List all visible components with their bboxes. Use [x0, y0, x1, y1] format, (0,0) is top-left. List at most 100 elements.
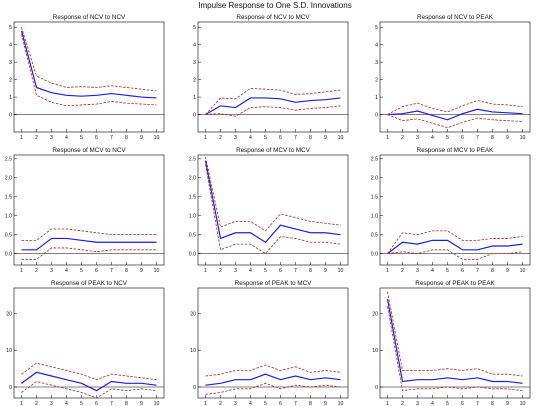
y-tick-label: 3 — [375, 60, 378, 66]
lower-band-line — [205, 382, 341, 395]
upper-band-line — [21, 27, 157, 92]
x-tick-label: 9 — [324, 268, 327, 274]
x-tick-label: 4 — [65, 401, 68, 406]
y-tick-label: 1.0 — [189, 213, 196, 219]
y-tick-label: 20 — [6, 311, 12, 317]
lower-band-line — [387, 249, 523, 260]
panel-frame — [379, 154, 531, 266]
y-tick-label: 5 — [193, 25, 196, 31]
lower-band-line — [387, 114, 523, 129]
upper-band-line — [205, 364, 341, 377]
irf-panel: Response of PEAK to NCV 0 10 20 1 2 3 4 5 6 7 8 9 10 — [6, 280, 165, 406]
x-tick-label: 7 — [476, 268, 479, 274]
response-line — [387, 108, 523, 121]
response-line — [205, 97, 341, 116]
x-tick-label: 2 — [219, 401, 222, 406]
lower-band-line — [205, 164, 341, 255]
x-tick-label: 2 — [35, 135, 38, 141]
x-tick-label: 1 — [204, 401, 207, 406]
y-tick-label: 4 — [375, 42, 378, 48]
x-tick-label: 8 — [309, 401, 312, 406]
y-tick-label: 0.5 — [371, 232, 378, 238]
panel-title: Response of PEAK to NCV — [51, 280, 128, 287]
y-tick-label: 1.5 — [189, 195, 196, 201]
upper-band-line — [205, 156, 341, 232]
x-tick-label: 3 — [234, 268, 237, 274]
x-tick-label: 2 — [401, 135, 404, 141]
x-tick-label: 5 — [446, 401, 449, 406]
x-tick-label: 10 — [338, 268, 344, 274]
panel-title: Response of MCV to NCV — [52, 147, 126, 154]
y-tick-label: 1 — [9, 95, 12, 101]
y-tick-label: 10 — [190, 348, 196, 354]
panel-frame — [13, 287, 165, 399]
y-tick-label: 2.5 — [189, 157, 196, 163]
x-tick-label: 8 — [125, 401, 128, 406]
panel-frame — [197, 154, 349, 266]
irf-panel: Response of NCV to NCV 0 1 2 3 4 5 1 2 3 4 5 6 7 8 9 10 — [9, 14, 165, 141]
x-tick-label: 4 — [431, 135, 434, 141]
y-tick-label: 5 — [375, 25, 378, 31]
x-tick-label: 6 — [95, 268, 98, 274]
y-tick-label: 20 — [372, 311, 378, 317]
response-line — [204, 160, 341, 244]
x-tick-label: 10 — [338, 401, 344, 406]
panel-title: Response of PEAK to MCV — [235, 280, 312, 287]
x-tick-label: 7 — [294, 135, 297, 141]
x-tick-label: 4 — [65, 135, 68, 141]
y-tick-label: 3 — [193, 60, 196, 66]
y-tick-label: 4 — [9, 42, 12, 48]
upper-band-line — [387, 100, 523, 115]
x-tick-label: 7 — [110, 268, 113, 274]
y-tick-label: 4 — [193, 42, 196, 48]
y-tick-label: 2.0 — [5, 176, 12, 182]
irf-panel: Response of MCV to PEAK 0.0 0.5 1.0 1.5 2.0 2.… — [371, 147, 531, 274]
x-tick-label: 8 — [491, 401, 494, 406]
x-tick-label: 2 — [401, 401, 404, 406]
x-tick-label: 7 — [294, 401, 297, 406]
x-tick-label: 3 — [50, 401, 53, 406]
x-tick-label: 4 — [65, 268, 68, 274]
x-tick-label: 3 — [416, 401, 419, 406]
y-tick-label: 2.0 — [371, 176, 378, 182]
x-tick-label: 6 — [279, 135, 282, 141]
x-tick-label: 9 — [506, 401, 509, 406]
x-tick-label: 8 — [309, 135, 312, 141]
x-tick-label: 1 — [20, 268, 23, 274]
response-line — [21, 371, 157, 392]
x-tick-label: 5 — [446, 135, 449, 141]
upper-band-line — [205, 87, 341, 115]
y-tick-label: 1 — [193, 95, 196, 101]
x-tick-label: 2 — [35, 401, 38, 406]
response-line — [205, 373, 341, 386]
x-tick-label: 6 — [461, 401, 464, 406]
x-tick-label: 5 — [80, 268, 83, 274]
panel-frame — [379, 287, 531, 399]
response-line — [387, 239, 523, 255]
lower-band-line — [21, 247, 157, 260]
y-tick-label: 10 — [372, 348, 378, 354]
x-tick-label: 7 — [110, 135, 113, 141]
x-tick-label: 6 — [461, 135, 464, 141]
x-tick-label: 5 — [264, 135, 267, 141]
panel-frame — [13, 21, 165, 133]
x-tick-label: 8 — [491, 135, 494, 141]
panel-title: Response of PEAK to PEAK — [415, 280, 495, 287]
x-tick-label: 1 — [386, 135, 389, 141]
y-tick-label: 0.5 — [5, 232, 12, 238]
panel-frame — [197, 287, 349, 399]
y-tick-label: 1.0 — [5, 213, 12, 219]
x-tick-label: 8 — [309, 268, 312, 274]
y-tick-label: 0 — [375, 112, 378, 118]
lower-band-line — [205, 105, 341, 117]
x-tick-label: 3 — [50, 135, 53, 141]
y-tick-label: 3 — [9, 60, 12, 66]
figure-title: Impulse Response to One S.D. Innovations — [198, 1, 352, 10]
panel-frame — [197, 21, 349, 133]
x-tick-label: 9 — [506, 135, 509, 141]
panel-title: Response of NCV to MCV — [236, 14, 310, 21]
x-tick-label: 10 — [154, 268, 160, 274]
y-tick-label: 2.5 — [5, 157, 12, 163]
x-tick-label: 4 — [249, 401, 252, 406]
